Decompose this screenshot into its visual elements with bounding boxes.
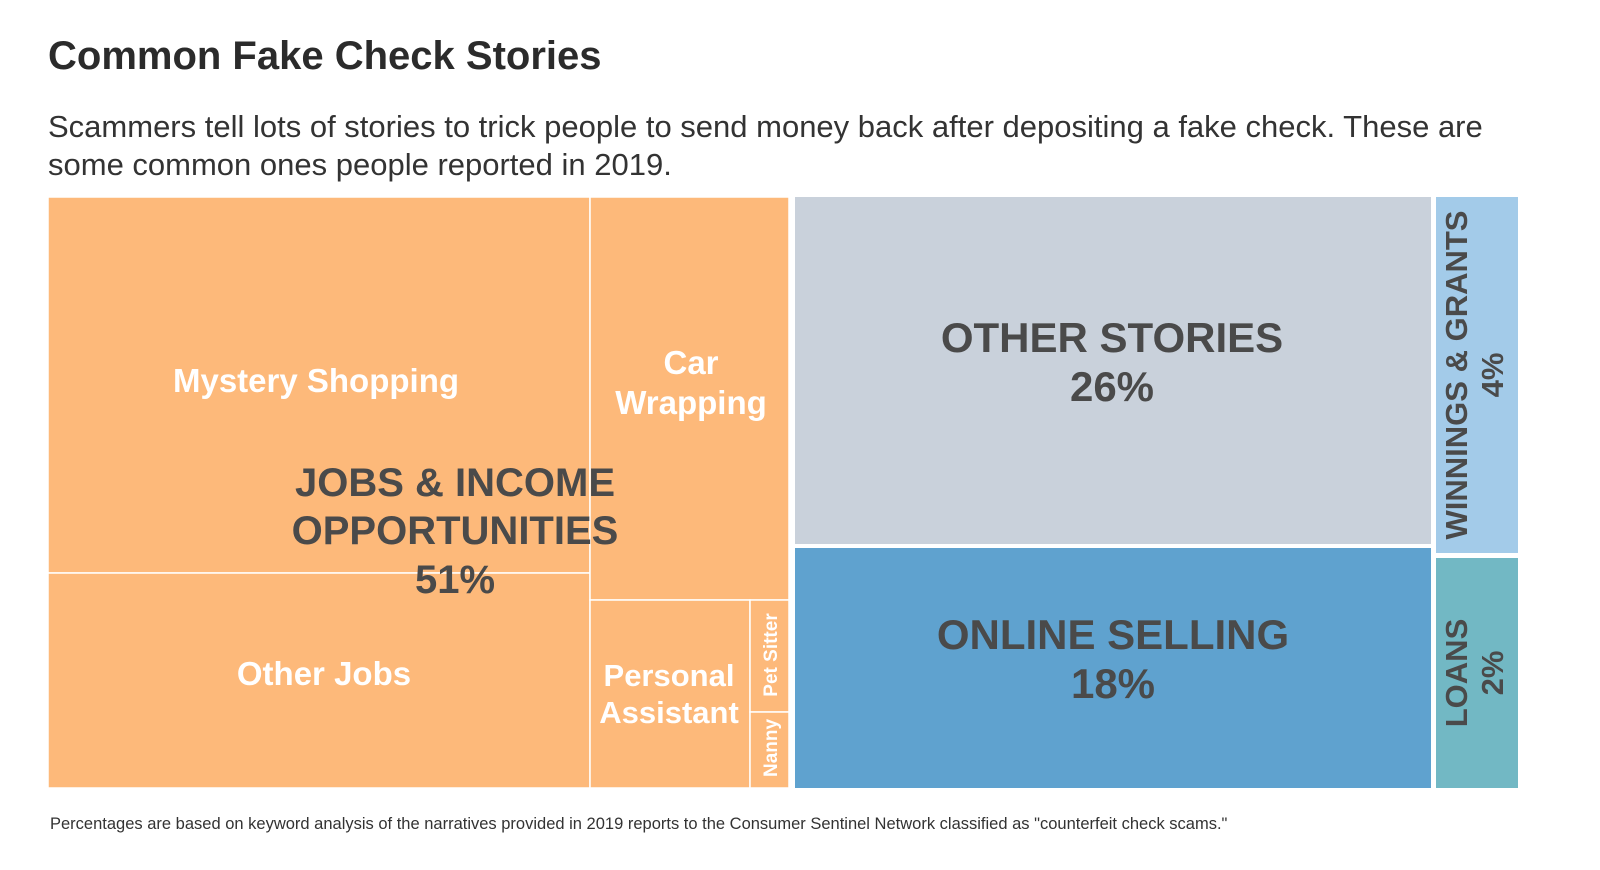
tile-personal-assistant: [589, 599, 751, 789]
label-other-jobs: Other Jobs: [237, 655, 411, 692]
tile-winnings-grants: [1436, 197, 1518, 553]
label-online-selling: ONLINE SELLING: [937, 611, 1289, 658]
tile-online-selling: [795, 548, 1431, 788]
label-mystery-shopping: Mystery Shopping: [173, 362, 459, 399]
label-other-stories-percent: 26%: [1070, 363, 1154, 410]
tile-loans: [1436, 558, 1518, 788]
label-winnings-grants: WINNINGS & GRANTS: [1439, 211, 1474, 540]
label-loans: LOANS: [1439, 619, 1474, 728]
tile-other-stories: [795, 197, 1431, 544]
tile-nanny: [749, 711, 790, 789]
label-car-wrapping-line2: Wrapping: [615, 384, 767, 421]
label-nanny: Nanny: [761, 719, 782, 778]
label-loans-percent: 2%: [1475, 651, 1510, 696]
label-car-wrapping-line1: Car: [663, 344, 718, 381]
label-jobs-percent: 51%: [415, 558, 495, 602]
label-online-selling-percent: 18%: [1071, 660, 1155, 707]
label-personal-assistant-line1: Personal: [604, 658, 735, 693]
label-pet-sitter: Pet Sitter: [761, 613, 782, 697]
label-jobs-line2: OPPORTUNITIES: [292, 509, 619, 553]
label-other-stories: OTHER STORIES: [941, 314, 1283, 361]
chart-title: Common Fake Check Stories: [48, 34, 602, 78]
label-personal-assistant-line2: Assistant: [599, 695, 739, 730]
label-winnings-grants-percent: 4%: [1475, 353, 1510, 398]
chart-subtitle: Scammers tell lots of stories to trick p…: [48, 109, 1483, 182]
label-jobs-line1: JOBS & INCOME: [295, 461, 615, 505]
tile-other-jobs: [47, 572, 591, 789]
chart-footnote: Percentages are based on keyword analysi…: [50, 815, 1228, 833]
